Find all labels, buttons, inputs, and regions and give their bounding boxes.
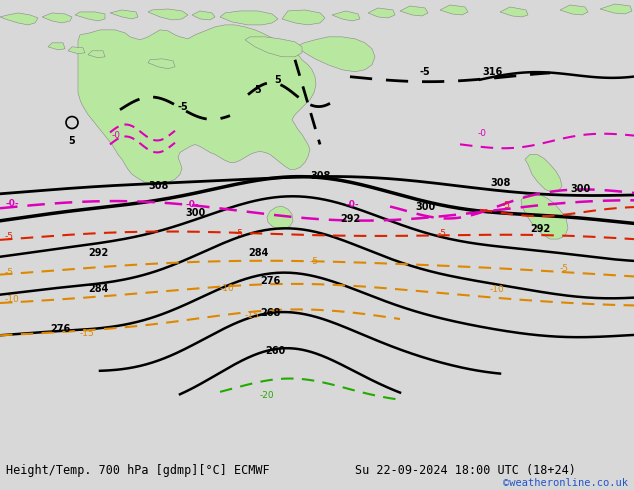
Text: -10: -10 xyxy=(220,284,235,293)
Text: -5: -5 xyxy=(178,101,189,112)
Text: 300: 300 xyxy=(570,184,590,194)
Polygon shape xyxy=(0,13,38,25)
Polygon shape xyxy=(148,59,175,69)
Text: 5: 5 xyxy=(274,74,281,85)
Text: 284: 284 xyxy=(88,284,108,294)
Polygon shape xyxy=(78,25,316,184)
Polygon shape xyxy=(500,7,528,17)
Polygon shape xyxy=(282,10,325,25)
Text: 284: 284 xyxy=(248,248,268,258)
Polygon shape xyxy=(400,6,428,16)
Text: Height/Temp. 700 hPa [gdmp][°C] ECMWF: Height/Temp. 700 hPa [gdmp][°C] ECMWF xyxy=(6,464,270,477)
Polygon shape xyxy=(600,4,632,14)
Text: 292: 292 xyxy=(340,214,360,224)
Text: 292: 292 xyxy=(530,224,550,234)
Text: -20: -20 xyxy=(260,392,275,400)
Text: ©weatheronline.co.uk: ©weatheronline.co.uk xyxy=(503,478,628,488)
Polygon shape xyxy=(521,192,568,239)
Text: -5: -5 xyxy=(420,67,430,77)
Text: -5: -5 xyxy=(560,264,569,273)
Text: -0-: -0- xyxy=(185,200,198,209)
Text: -10: -10 xyxy=(5,295,20,304)
Text: 276: 276 xyxy=(50,324,70,334)
Text: -5: -5 xyxy=(438,229,447,238)
Polygon shape xyxy=(42,13,72,23)
Text: -5: -5 xyxy=(502,201,511,210)
Text: -0: -0 xyxy=(112,131,121,141)
Polygon shape xyxy=(148,9,188,20)
Polygon shape xyxy=(368,8,395,18)
Polygon shape xyxy=(525,154,562,192)
Text: -0-: -0- xyxy=(5,199,18,208)
Text: -5: -5 xyxy=(235,229,244,238)
Text: -5: -5 xyxy=(5,232,14,241)
Polygon shape xyxy=(296,37,375,72)
Text: 5: 5 xyxy=(68,136,75,147)
Polygon shape xyxy=(68,47,85,54)
Text: 308: 308 xyxy=(148,181,169,191)
Text: -10: -10 xyxy=(490,285,505,294)
Polygon shape xyxy=(245,37,302,57)
Text: -0-: -0- xyxy=(345,200,359,209)
Polygon shape xyxy=(440,5,468,15)
Polygon shape xyxy=(560,5,588,15)
Text: 5: 5 xyxy=(254,85,261,95)
Text: 292: 292 xyxy=(88,248,108,258)
Polygon shape xyxy=(110,10,138,19)
Text: -5: -5 xyxy=(310,257,319,266)
Polygon shape xyxy=(48,43,65,50)
Polygon shape xyxy=(88,51,105,58)
Text: 308: 308 xyxy=(490,178,510,188)
Polygon shape xyxy=(332,11,360,21)
Text: -0: -0 xyxy=(478,129,487,139)
Polygon shape xyxy=(267,206,293,229)
Text: 316: 316 xyxy=(482,67,502,77)
Text: 300: 300 xyxy=(185,208,205,218)
Text: 276: 276 xyxy=(260,276,280,286)
Text: -5: -5 xyxy=(5,268,14,277)
Text: 300: 300 xyxy=(415,202,436,212)
Text: 260: 260 xyxy=(265,345,285,356)
Polygon shape xyxy=(192,11,215,20)
Text: 308: 308 xyxy=(310,172,330,181)
Text: Su 22-09-2024 18:00 UTC (18+24): Su 22-09-2024 18:00 UTC (18+24) xyxy=(355,464,576,477)
Polygon shape xyxy=(220,11,278,25)
Text: 268: 268 xyxy=(260,308,280,318)
Text: -15: -15 xyxy=(80,329,94,338)
Polygon shape xyxy=(75,12,105,21)
Text: -15: -15 xyxy=(245,311,260,320)
